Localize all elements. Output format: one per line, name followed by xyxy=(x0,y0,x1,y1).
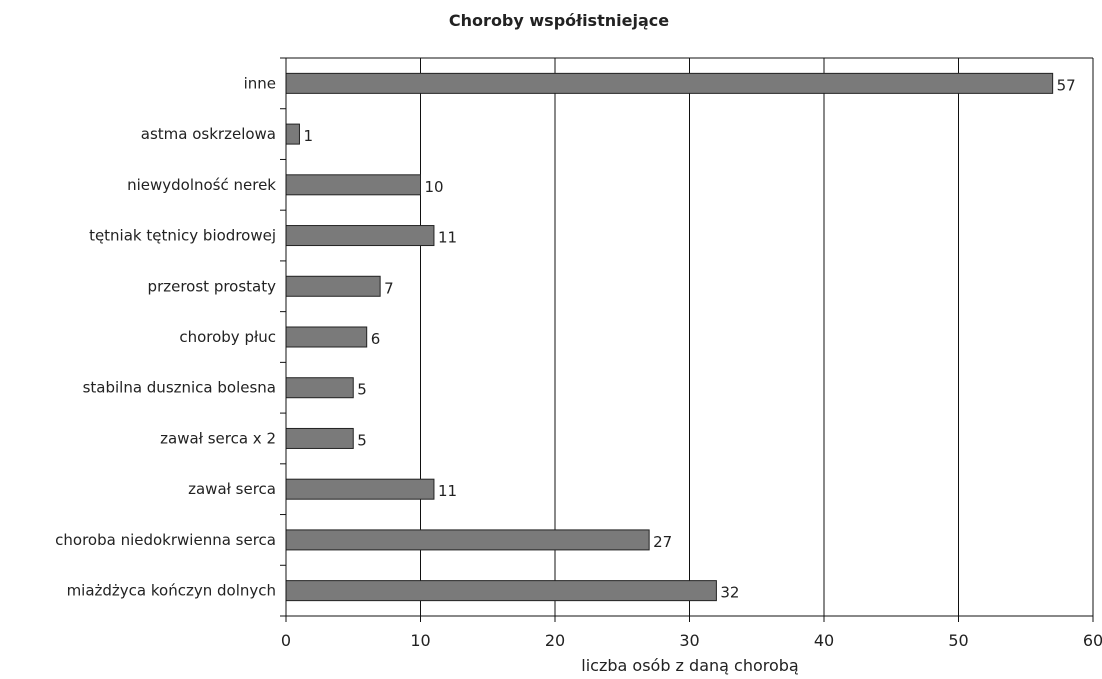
data-label: 5 xyxy=(357,431,367,449)
data-label: 57 xyxy=(1057,76,1076,94)
bar xyxy=(285,225,435,247)
bar xyxy=(285,580,717,602)
category-label: tętniak tętnicy biodrowej xyxy=(89,227,276,245)
axes xyxy=(280,57,1094,622)
data-label: 27 xyxy=(653,533,672,551)
category-label: zawał serca xyxy=(188,480,276,498)
x-tick-labels: 0 10 20 30 40 50 60 xyxy=(281,631,1102,650)
data-label: 6 xyxy=(371,330,381,348)
data-label: 10 xyxy=(425,178,444,196)
bar xyxy=(285,529,650,551)
x-tick-label: 50 xyxy=(948,631,968,650)
category-label: stabilna dusznica bolesna xyxy=(83,379,276,397)
category-label: przerost prostaty xyxy=(148,277,277,295)
data-label: 11 xyxy=(438,482,457,500)
category-label: choroby płuc xyxy=(179,328,276,346)
category-labels: inne astma oskrzelowa niewydolność nerek tę… xyxy=(55,74,276,599)
category-label: zawał serca x 2 xyxy=(160,429,276,447)
data-label: 5 xyxy=(357,381,367,399)
x-tick-label: 10 xyxy=(410,631,430,650)
category-label: inne xyxy=(244,74,276,92)
data-label: 32 xyxy=(720,584,739,602)
category-label: choroba niedokrwienna serca xyxy=(55,531,276,549)
bar xyxy=(285,478,435,500)
grid-lines xyxy=(420,58,1094,616)
chart-title: Choroby współistniejące xyxy=(449,11,669,30)
x-tick-label: 20 xyxy=(545,631,565,650)
bar xyxy=(285,123,300,145)
data-label: 7 xyxy=(384,279,394,297)
category-label: miażdżyca kończyn dolnych xyxy=(67,582,276,600)
data-label: 11 xyxy=(438,229,457,247)
bar xyxy=(285,377,354,399)
bar xyxy=(285,326,368,348)
x-tick-label: 60 xyxy=(1083,631,1102,650)
x-tick-label: 30 xyxy=(679,631,699,650)
category-label: astma oskrzelowa xyxy=(141,125,276,143)
x-tick-label: 40 xyxy=(814,631,834,650)
bars xyxy=(285,72,1054,602)
category-label: niewydolność nerek xyxy=(127,176,276,194)
data-label: 1 xyxy=(303,127,313,145)
x-axis-label: liczba osób z daną chorobą xyxy=(581,656,798,675)
bar xyxy=(285,275,381,297)
bar xyxy=(285,72,1054,94)
bar xyxy=(285,174,421,196)
bar xyxy=(285,427,354,449)
x-tick-label: 0 xyxy=(281,631,291,650)
data-labels: 57 1 10 11 7 6 5 5 11 27 32 xyxy=(303,76,1075,601)
